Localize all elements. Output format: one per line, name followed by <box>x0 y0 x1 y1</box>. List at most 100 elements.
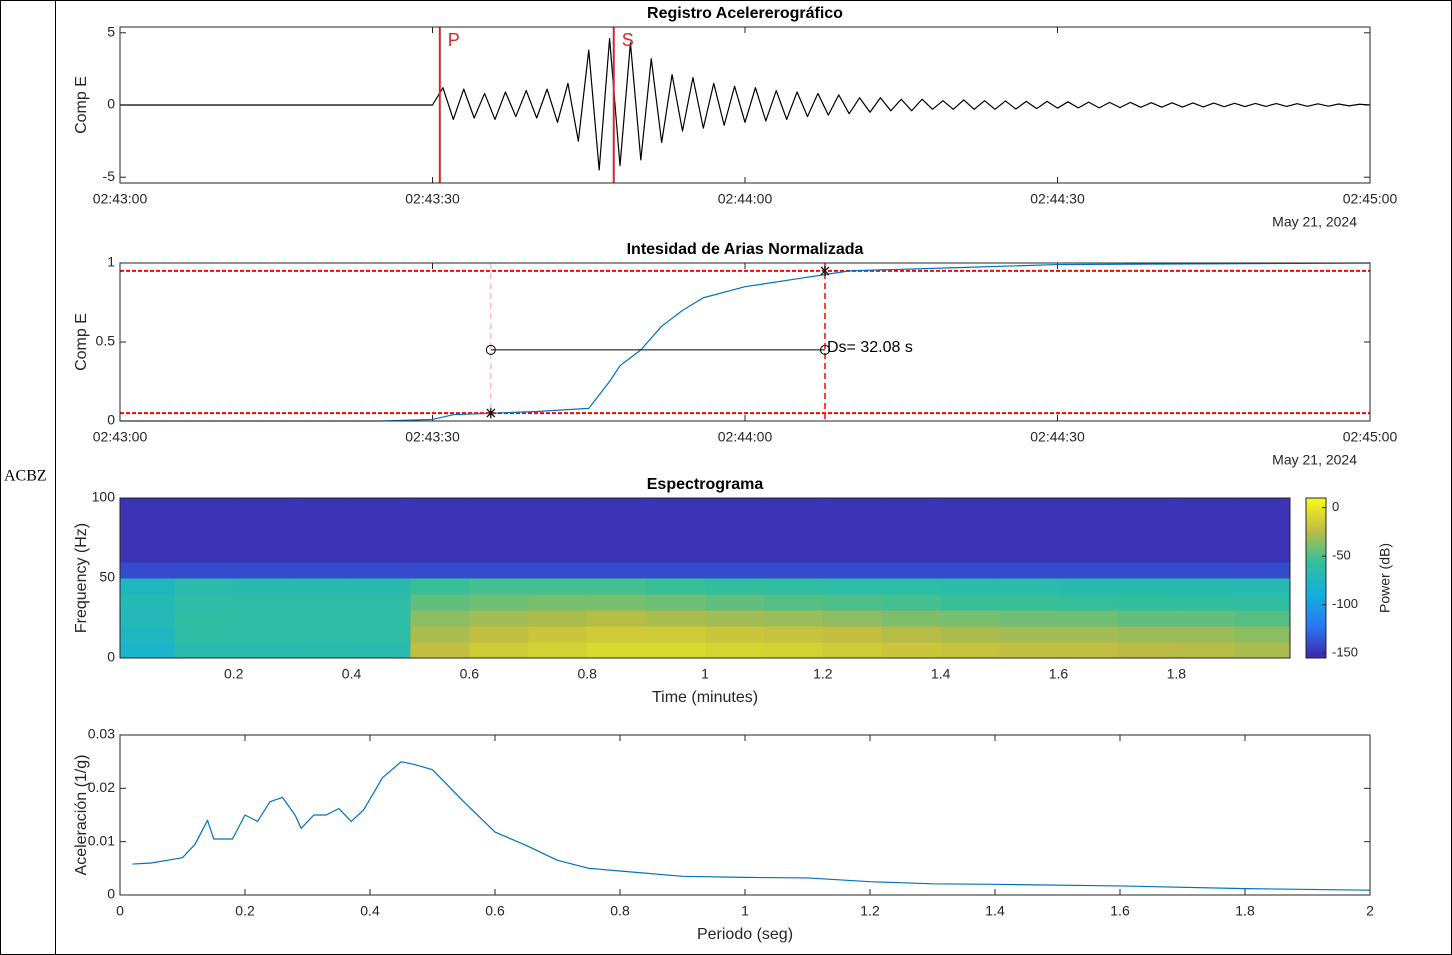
bracket-end <box>485 344 496 355</box>
spectrogram-cell <box>940 642 1001 659</box>
y-axis-label: Frequency (Hz) <box>73 523 90 633</box>
x-tick-label: 0.2 <box>224 666 244 682</box>
spectrogram-cell <box>763 578 824 595</box>
spectrogram-cell <box>233 578 294 595</box>
spectrogram-cell <box>233 562 294 579</box>
spectrogram-cell <box>292 562 353 579</box>
spectrogram-cell <box>705 514 765 531</box>
spectrogram-cell <box>469 642 529 659</box>
spectrogram-cell <box>120 642 176 659</box>
spectrogram-cell <box>351 578 411 595</box>
x-tick-label: 0 <box>116 903 124 919</box>
spectrogram-cell <box>469 610 529 627</box>
spectrogram-cell <box>120 578 176 595</box>
spectrogram-cell <box>292 642 353 659</box>
y-tick-label: 0 <box>107 886 115 902</box>
spectrogram-cell <box>1176 546 1236 563</box>
spectrogram-cell <box>881 610 942 627</box>
spectrogram-cell <box>881 594 942 611</box>
x-tick-label: 02:45:00 <box>1343 191 1398 207</box>
spectrogram-cell <box>120 498 176 515</box>
spectrogram-cell <box>587 498 647 515</box>
spectrogram-cell <box>1176 578 1236 595</box>
spectrogram-cell <box>1117 530 1177 547</box>
data-line <box>120 262 1371 422</box>
annotation: Ds= 32.08 s <box>827 339 913 356</box>
spectrogram-cell <box>120 514 176 531</box>
spectrogram-cell <box>822 626 883 643</box>
spectrogram-cell <box>351 530 411 547</box>
spectrogram-cell <box>763 562 824 579</box>
colorbar-tick-label: -100 <box>1332 596 1358 611</box>
spectrogram-cell <box>999 642 1059 659</box>
spectrogram-cell <box>1235 626 1291 643</box>
spectrogram-cell <box>174 546 235 563</box>
spectrogram-cell <box>528 610 588 627</box>
x-tick-label: 0.4 <box>360 903 380 919</box>
spectrogram-cell <box>999 546 1059 563</box>
spectrogram-cell <box>469 578 529 595</box>
spectrogram-cell <box>940 626 1001 643</box>
spectrogram-cell <box>292 594 353 611</box>
spectrogram-cell <box>528 546 588 563</box>
spectrogram-cell <box>469 562 529 579</box>
spectrogram-cell <box>351 546 411 563</box>
y-tick-label: 0 <box>107 412 115 428</box>
spectrogram-cell <box>1235 562 1291 579</box>
spectrogram-cell <box>587 562 647 579</box>
spectrogram-cell <box>410 626 470 643</box>
spectrogram-cell <box>120 610 176 627</box>
spectrogram-cell <box>233 594 294 611</box>
spectrogram-cell <box>1058 514 1118 531</box>
x-tick-label: 0.6 <box>485 903 505 919</box>
spectrogram-cell <box>174 626 235 643</box>
spectrogram-cell <box>822 546 883 563</box>
spectrogram-cell <box>174 578 235 595</box>
spectrogram-cell <box>469 626 529 643</box>
x-tick-label: 1 <box>701 666 709 682</box>
y-tick-label: 5 <box>107 23 115 39</box>
spectrogram-cell <box>1176 610 1236 627</box>
y-tick-label: 0 <box>107 96 115 112</box>
spectrogram-cell <box>1235 578 1291 595</box>
x-tick-label: 1.4 <box>985 903 1005 919</box>
spectrogram-cell <box>174 642 235 659</box>
spectrogram-cell <box>1176 562 1236 579</box>
spectrogram-cell <box>233 498 294 515</box>
spectrogram-cell <box>174 530 235 547</box>
spectrogram-cell <box>120 546 176 563</box>
spectrogram-cell <box>1058 530 1118 547</box>
date-label: May 21, 2024 <box>1272 214 1357 230</box>
spectrogram-cell <box>174 514 235 531</box>
spectrogram-cell <box>881 562 942 579</box>
plot-frame <box>119 734 1371 896</box>
date-label: May 21, 2024 <box>1272 452 1357 468</box>
spectrogram-cell <box>233 546 294 563</box>
x-tick-label: 0.2 <box>235 903 255 919</box>
x-tick-label: 2 <box>1366 903 1374 919</box>
station-label: ACBZ <box>4 468 47 485</box>
x-tick-label: 1.2 <box>813 666 833 682</box>
spectrogram-cell <box>292 610 353 627</box>
spectrogram-cell <box>705 594 765 611</box>
plot-area <box>120 735 1370 895</box>
plot-frame <box>119 497 1291 659</box>
x-tick-label: 1.8 <box>1235 903 1255 919</box>
spectrogram-cell <box>1117 498 1177 515</box>
y-axis-label: Comp E <box>73 313 90 371</box>
spectrogram-cell <box>881 514 942 531</box>
spectrogram-cell <box>705 610 765 627</box>
x-tick-label: 02:43:30 <box>405 191 460 207</box>
y-tick-label: 0.5 <box>96 333 116 349</box>
x-tick-label: 1.2 <box>860 903 880 919</box>
spectrogram-cell <box>351 498 411 515</box>
spectrogram-cell <box>174 610 235 627</box>
threshold-crossing <box>486 408 496 419</box>
data-line <box>120 37 1371 171</box>
spectrogram-cell <box>822 530 883 547</box>
spectrogram-cell <box>999 578 1059 595</box>
spectrogram-cell <box>351 562 411 579</box>
plot-frame <box>119 26 1371 184</box>
spectrogram-cell <box>120 626 176 643</box>
spectrogram-cell <box>292 514 353 531</box>
